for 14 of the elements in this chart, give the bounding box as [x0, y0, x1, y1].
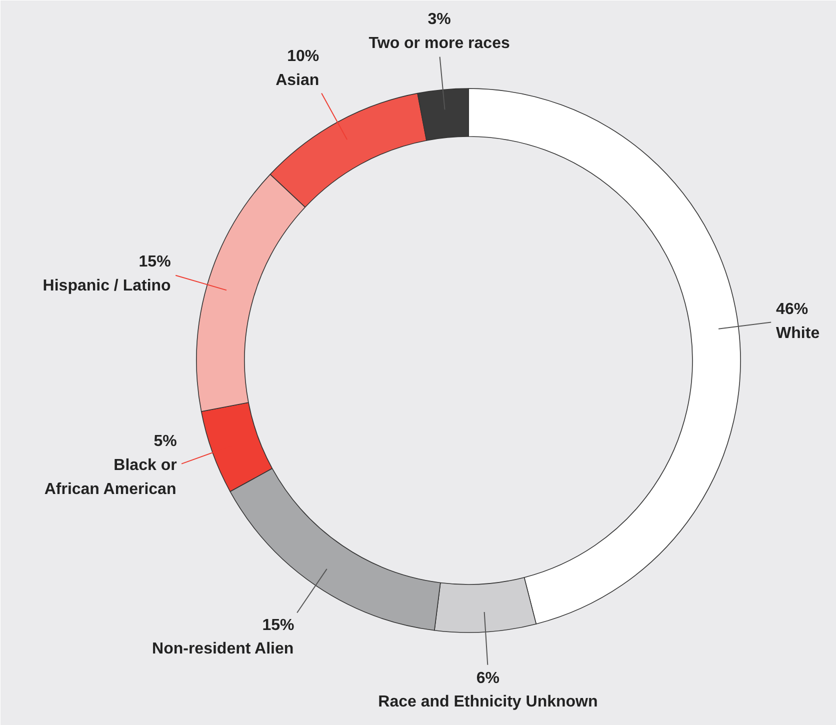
data-label: 15%	[138, 254, 171, 271]
data-label: 15%	[262, 616, 294, 634]
data-label: 6%	[476, 670, 500, 687]
slice-label: Black or African American	[44, 457, 177, 498]
slice-label: Hispanic / Latino	[42, 277, 172, 294]
data-label: 3%	[428, 11, 451, 28]
slice-label: White	[776, 325, 820, 342]
slice-label: Race and Ethnicity Unknown	[378, 694, 598, 711]
slice-label: Non-resident Alien	[152, 640, 294, 658]
slice-label: Asian	[276, 72, 320, 89]
data-label: 5%	[154, 433, 177, 450]
data-label: 46%	[776, 301, 808, 318]
data-label: 10%	[287, 48, 320, 66]
slice-label: Two or more races	[368, 34, 510, 52]
